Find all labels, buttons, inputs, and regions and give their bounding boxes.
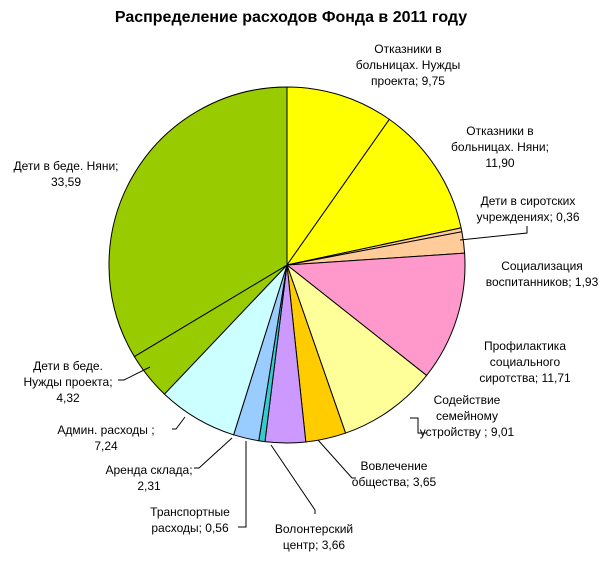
slice-label-0: Отказники в больницах. Нужды проекта; 9,75 (356, 42, 461, 88)
leader-line-10 (172, 416, 186, 430)
slice-label-line: 11,90 (485, 156, 514, 170)
slice-label-line: общества; 3,65 (352, 475, 437, 489)
slice-label-line: Дети в сиротских (481, 194, 576, 208)
slice-label-12: Дети в беде. Няни; 33,59 (14, 159, 119, 189)
slice-label-9: Аренда склада; 2,31 (105, 463, 192, 493)
slice-label-line: семейному (436, 409, 498, 423)
slice-label-line: 4,32 (56, 391, 80, 405)
pie-slice-0 (286, 86, 391, 267)
slice-label-line: больницах. Нужды (356, 58, 461, 72)
leader-line-2 (459, 226, 528, 241)
pie-slice-12 (108, 86, 288, 358)
leader-line-8 (238, 441, 247, 528)
slice-label-line: Волонтерский (275, 522, 353, 536)
slice-label-line: центр; 3,66 (283, 538, 346, 552)
slice-label-line: Админ. расходы ; (57, 423, 154, 437)
pie-slice-4 (285, 252, 466, 377)
slice-label-line: больницах. Няни; (451, 140, 549, 154)
slice-label-line: 2,31 (137, 479, 161, 493)
slice-label-line: воспитанников; 1,93 (486, 275, 599, 289)
leader-line-7 (270, 444, 316, 514)
leader-line-5 (410, 417, 426, 434)
leader-lines-layer (118, 226, 528, 528)
slice-label-line: Дети в беде. Няни; (14, 159, 119, 173)
slice-label-1: Отказники в больницах. Няни; 11,90 (451, 124, 549, 170)
slice-label-6: Вовлечение общества; 3,65 (352, 459, 437, 489)
slice-label-line: 7,24 (94, 439, 118, 453)
slice-label-8: Транспортные расходы; 0,56 (150, 505, 230, 535)
slice-label-5: Содействие семейному устройству ; 9,01 (420, 393, 515, 439)
labels-layer: Отказники в больницах. Нужды проекта; 9,75… (14, 42, 599, 552)
slice-label-line: Профилактика (484, 339, 566, 353)
slice-label-11: Дети в беде. Нужды проекта; 4,32 (23, 359, 112, 405)
slice-label-2: Дети в сиротских учреждениях; 0,36 (476, 194, 579, 224)
slice-label-line: Аренда склада; (105, 463, 192, 477)
slice-label-3: Социализация воспитанников; 1,93 (486, 259, 599, 289)
chart-title: Распределение расходов Фонда в 2011 году (115, 9, 467, 26)
slice-label-10: Админ. расходы ; 7,24 (57, 423, 154, 453)
slice-label-line: устройству ; 9,01 (420, 425, 515, 439)
slice-label-line: Вовлечение (361, 459, 428, 473)
slice-label-line: Транспортные (150, 505, 230, 519)
pie-slice-5 (285, 263, 428, 434)
slice-label-line: Социализация (501, 259, 583, 273)
slice-label-line: Отказники в (466, 124, 533, 138)
slice-label-line: сиротства; 11,71 (479, 371, 571, 385)
slices-layer (108, 86, 466, 444)
leader-line-11 (118, 366, 151, 381)
slice-label-line: Дети в беде. (33, 359, 103, 373)
pie-slice-1 (285, 118, 462, 266)
slice-label-line: Содействие (434, 393, 501, 407)
leader-line-9 (194, 437, 233, 469)
slice-label-line: социального (490, 355, 561, 369)
slice-label-4: Профилактика социального сиротства; 11,71 (479, 339, 571, 385)
slice-label-line: учреждениях; 0,36 (476, 210, 579, 224)
leader-line-6 (317, 439, 356, 479)
slice-label-line: Отказники в (374, 42, 441, 56)
slice-label-7: Волонтерский центр; 3,66 (275, 522, 353, 552)
slice-label-line: проекта; 9,75 (371, 74, 445, 88)
slice-label-line: Нужды проекта; (23, 375, 112, 389)
slice-label-line: расходы; 0,56 (151, 521, 229, 535)
slice-label-line: 33,59 (51, 175, 81, 189)
